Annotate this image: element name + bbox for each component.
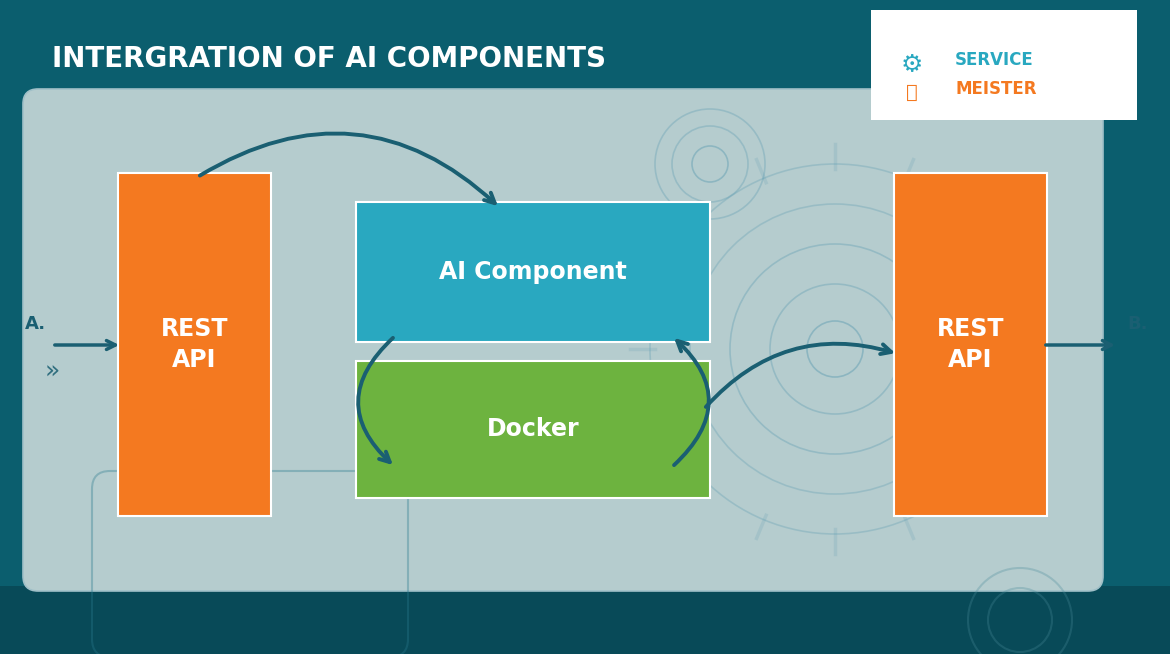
Text: Docker: Docker [487, 417, 579, 441]
Bar [0, 586, 1170, 654]
Text: AI Component: AI Component [439, 260, 627, 284]
Text: »: » [44, 360, 60, 384]
FancyBboxPatch shape [356, 202, 710, 342]
Text: SERVICE: SERVICE [955, 51, 1034, 69]
Text: MEISTER: MEISTER [955, 80, 1037, 98]
FancyBboxPatch shape [118, 173, 271, 516]
Text: INTERGRATION OF AI COMPONENTS: INTERGRATION OF AI COMPONENTS [51, 45, 606, 73]
FancyBboxPatch shape [870, 10, 1137, 120]
Text: ✋: ✋ [906, 82, 918, 101]
Text: REST
API: REST API [937, 317, 1004, 372]
Text: B.: B. [1128, 315, 1148, 333]
FancyBboxPatch shape [356, 361, 710, 498]
Text: REST
API: REST API [160, 317, 228, 372]
FancyBboxPatch shape [894, 173, 1047, 516]
FancyBboxPatch shape [23, 89, 1103, 591]
Text: A.: A. [25, 315, 46, 333]
Text: ⚙: ⚙ [901, 53, 923, 77]
